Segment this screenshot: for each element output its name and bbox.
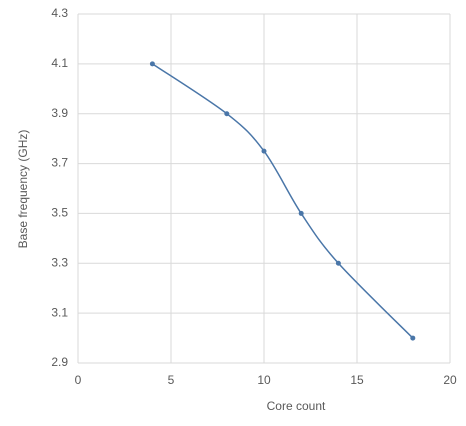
x-tick-label: 10 <box>257 373 271 387</box>
y-tick-label: 4.1 <box>51 56 68 70</box>
y-tick-label: 2.9 <box>51 355 68 369</box>
data-point <box>149 61 155 67</box>
series-line <box>151 63 414 339</box>
y-axis-label: Base frequency (GHz) <box>16 130 30 249</box>
x-axis-label: Core count <box>267 399 326 413</box>
y-tick-label: 3.5 <box>51 206 68 220</box>
x-tick-label: 20 <box>443 373 457 387</box>
data-point <box>335 260 341 266</box>
y-tick-label: 3.7 <box>51 156 68 170</box>
y-tick-label: 3.9 <box>51 106 68 120</box>
x-tick-label: 5 <box>168 373 175 387</box>
y-tick-label: 3.1 <box>51 305 68 319</box>
data-point <box>224 111 230 117</box>
x-tick-label: 15 <box>350 373 364 387</box>
data-point <box>261 148 267 154</box>
x-tick-label: 0 <box>75 373 82 387</box>
y-tick-label: 4.3 <box>51 6 68 20</box>
data-point <box>410 335 416 341</box>
y-tick-label: 3.3 <box>51 255 68 269</box>
data-point <box>298 210 304 216</box>
